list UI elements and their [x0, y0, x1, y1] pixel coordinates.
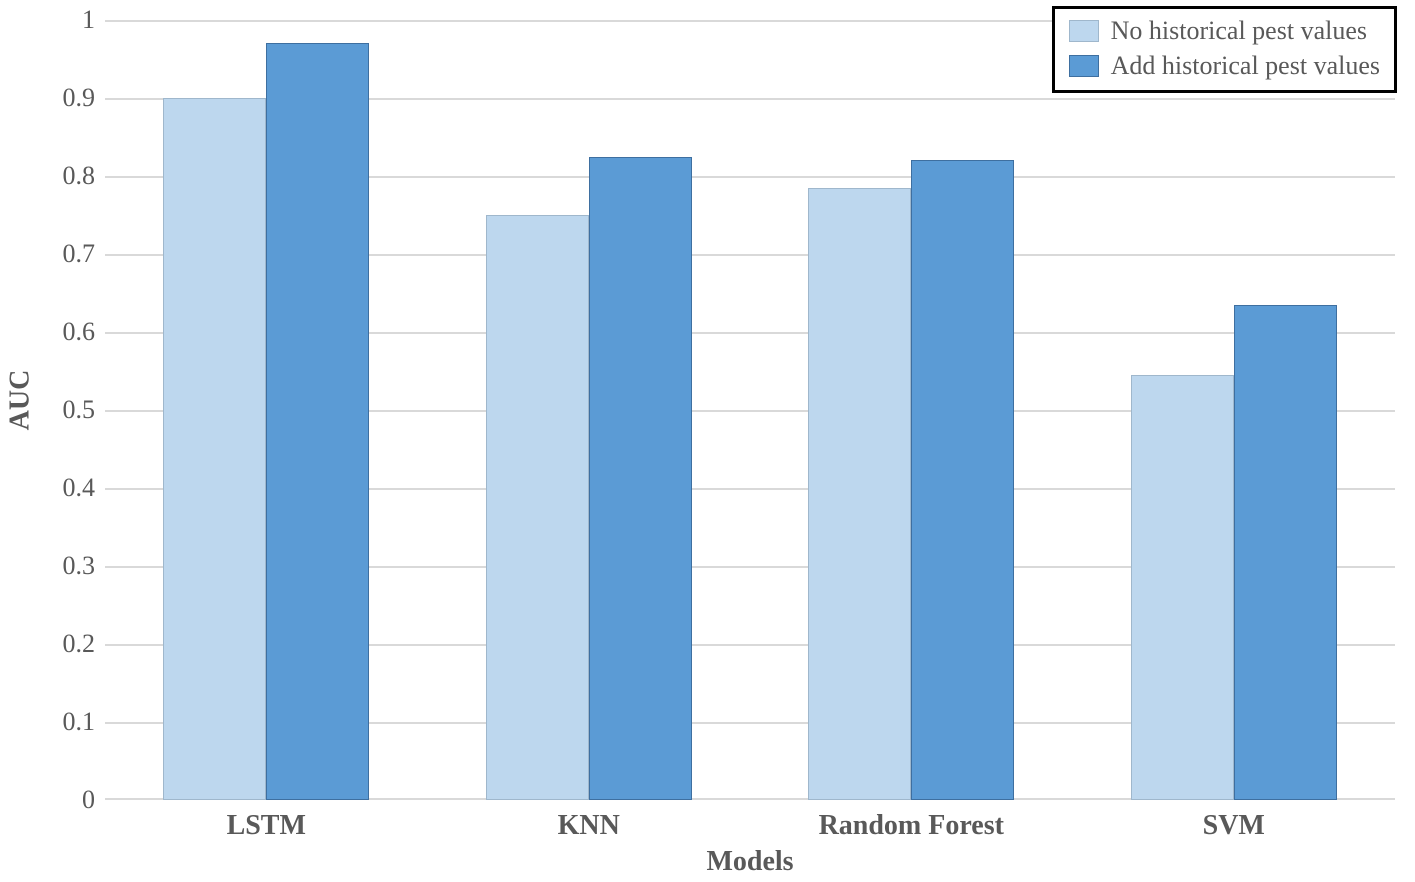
bar [163, 98, 266, 800]
x-category-label: SVM [1073, 810, 1396, 842]
y-tick-label: 0.8 [15, 161, 95, 191]
bar-group [163, 20, 369, 800]
y-tick-label: 0.6 [15, 317, 95, 347]
x-category-label: LSTM [105, 810, 428, 842]
y-tick-label: 0.4 [15, 473, 95, 503]
bar-group [1131, 20, 1337, 800]
y-tick-label: 0.1 [15, 707, 95, 737]
bar-group [486, 20, 692, 800]
y-tick-label: 1 [15, 5, 95, 35]
legend-swatch [1069, 20, 1099, 42]
bar [266, 43, 369, 800]
y-tick-label: 0 [15, 785, 95, 815]
auc-bar-chart: AUC 00.10.20.30.40.50.60.70.80.91 LSTMKN… [0, 0, 1415, 882]
bar [1131, 375, 1234, 800]
bar-group [808, 20, 1014, 800]
x-category-label: KNN [428, 810, 751, 842]
y-tick-label: 0.9 [15, 83, 95, 113]
bar [486, 215, 589, 800]
legend-swatch [1069, 55, 1099, 77]
y-tick-label: 0.7 [15, 239, 95, 269]
plot-area [105, 20, 1395, 800]
bar [808, 188, 911, 800]
legend-label: Add historical pest values [1111, 52, 1380, 81]
legend-item: Add historical pest values [1069, 52, 1380, 81]
y-tick-label: 0.3 [15, 551, 95, 581]
y-tick-label: 0.2 [15, 629, 95, 659]
bar [1234, 305, 1337, 800]
x-axis-title: Models [105, 846, 1395, 878]
bar [911, 160, 1014, 800]
legend: No historical pest values Add historical … [1052, 6, 1397, 93]
x-category-label: Random Forest [750, 810, 1073, 842]
bar [589, 157, 692, 801]
y-tick-label: 0.5 [15, 395, 95, 425]
legend-label: No historical pest values [1111, 17, 1367, 46]
legend-item: No historical pest values [1069, 17, 1380, 46]
